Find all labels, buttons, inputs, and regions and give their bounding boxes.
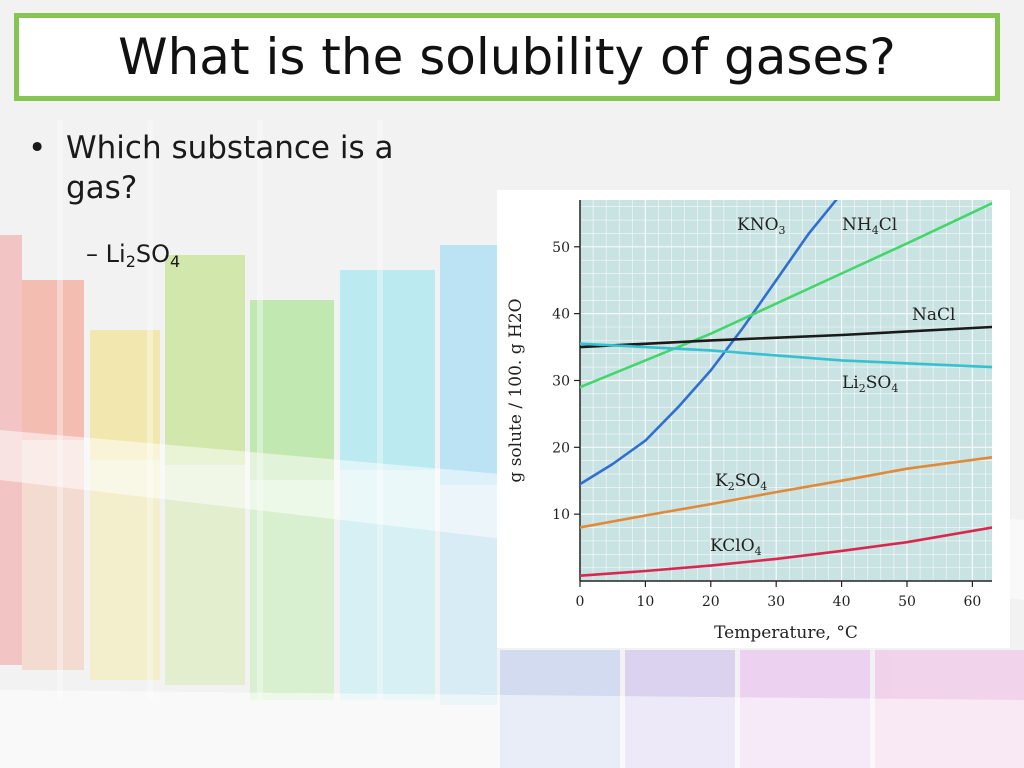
answer-subscript: 4 bbox=[170, 252, 181, 271]
x-tick-label: 10 bbox=[636, 594, 654, 610]
series-label-nh4cl: NH4Cl bbox=[842, 215, 897, 237]
series-label-li2so4: Li2SO4 bbox=[842, 373, 898, 395]
series-label-kclo4: KClO4 bbox=[710, 536, 762, 558]
y-tick-label: 20 bbox=[552, 440, 570, 456]
series-label-k2so4: K2SO4 bbox=[715, 471, 767, 493]
sub-bullet-dash: – bbox=[86, 240, 98, 268]
x-tick-label: 60 bbox=[963, 594, 981, 610]
sub-bullet-answer: – Li2SO4 bbox=[86, 240, 180, 271]
answer-part: SO bbox=[135, 240, 170, 268]
x-tick-label: 30 bbox=[767, 594, 785, 610]
series-label-kno3: KNO3 bbox=[737, 215, 786, 237]
y-tick-label: 40 bbox=[552, 307, 570, 323]
bullet-question-text: Which substance is a gas? bbox=[66, 130, 394, 206]
bullet-marker: • bbox=[28, 130, 47, 166]
series-line-nacl bbox=[580, 325, 992, 349]
y-tick-label: 30 bbox=[552, 373, 570, 389]
series-line-k2so4 bbox=[580, 455, 992, 529]
series-line-kno3 bbox=[580, 200, 838, 486]
solubility-chart: 0 10 20 30 40 50 60 10 20 30 40 50 Temperature, °C g … bbox=[506, 200, 992, 643]
series-line-li2so4 bbox=[580, 342, 992, 369]
x-tick-label: 0 bbox=[576, 594, 585, 610]
answer-part: Li bbox=[105, 240, 126, 268]
plot-area bbox=[580, 200, 992, 581]
x-tick-label: 40 bbox=[833, 594, 851, 610]
series-label-nacl: NaCl bbox=[912, 305, 955, 325]
series-line-nh4cl bbox=[580, 202, 992, 389]
solubility-chart-panel: 0 10 20 30 40 50 60 10 20 30 40 50 Temperature, °C g … bbox=[497, 190, 1010, 648]
y-axis-label: g solute / 100. g H2O bbox=[506, 298, 526, 482]
series-line-kclo4 bbox=[580, 526, 992, 578]
answer-subscript: 2 bbox=[125, 252, 136, 271]
y-tick-label: 50 bbox=[552, 240, 570, 256]
bullet-question: • Which substance is a gas? bbox=[28, 128, 428, 208]
x-axis-label: Temperature, °C bbox=[714, 623, 858, 643]
x-tick-label: 20 bbox=[702, 594, 720, 610]
answer-formula: Li2SO4 bbox=[105, 240, 181, 271]
title-box: What is the solubility of gases? bbox=[14, 13, 1000, 101]
y-tick-label: 10 bbox=[552, 507, 570, 523]
slide-title: What is the solubility of gases? bbox=[118, 28, 896, 86]
x-tick-label: 50 bbox=[898, 594, 916, 610]
